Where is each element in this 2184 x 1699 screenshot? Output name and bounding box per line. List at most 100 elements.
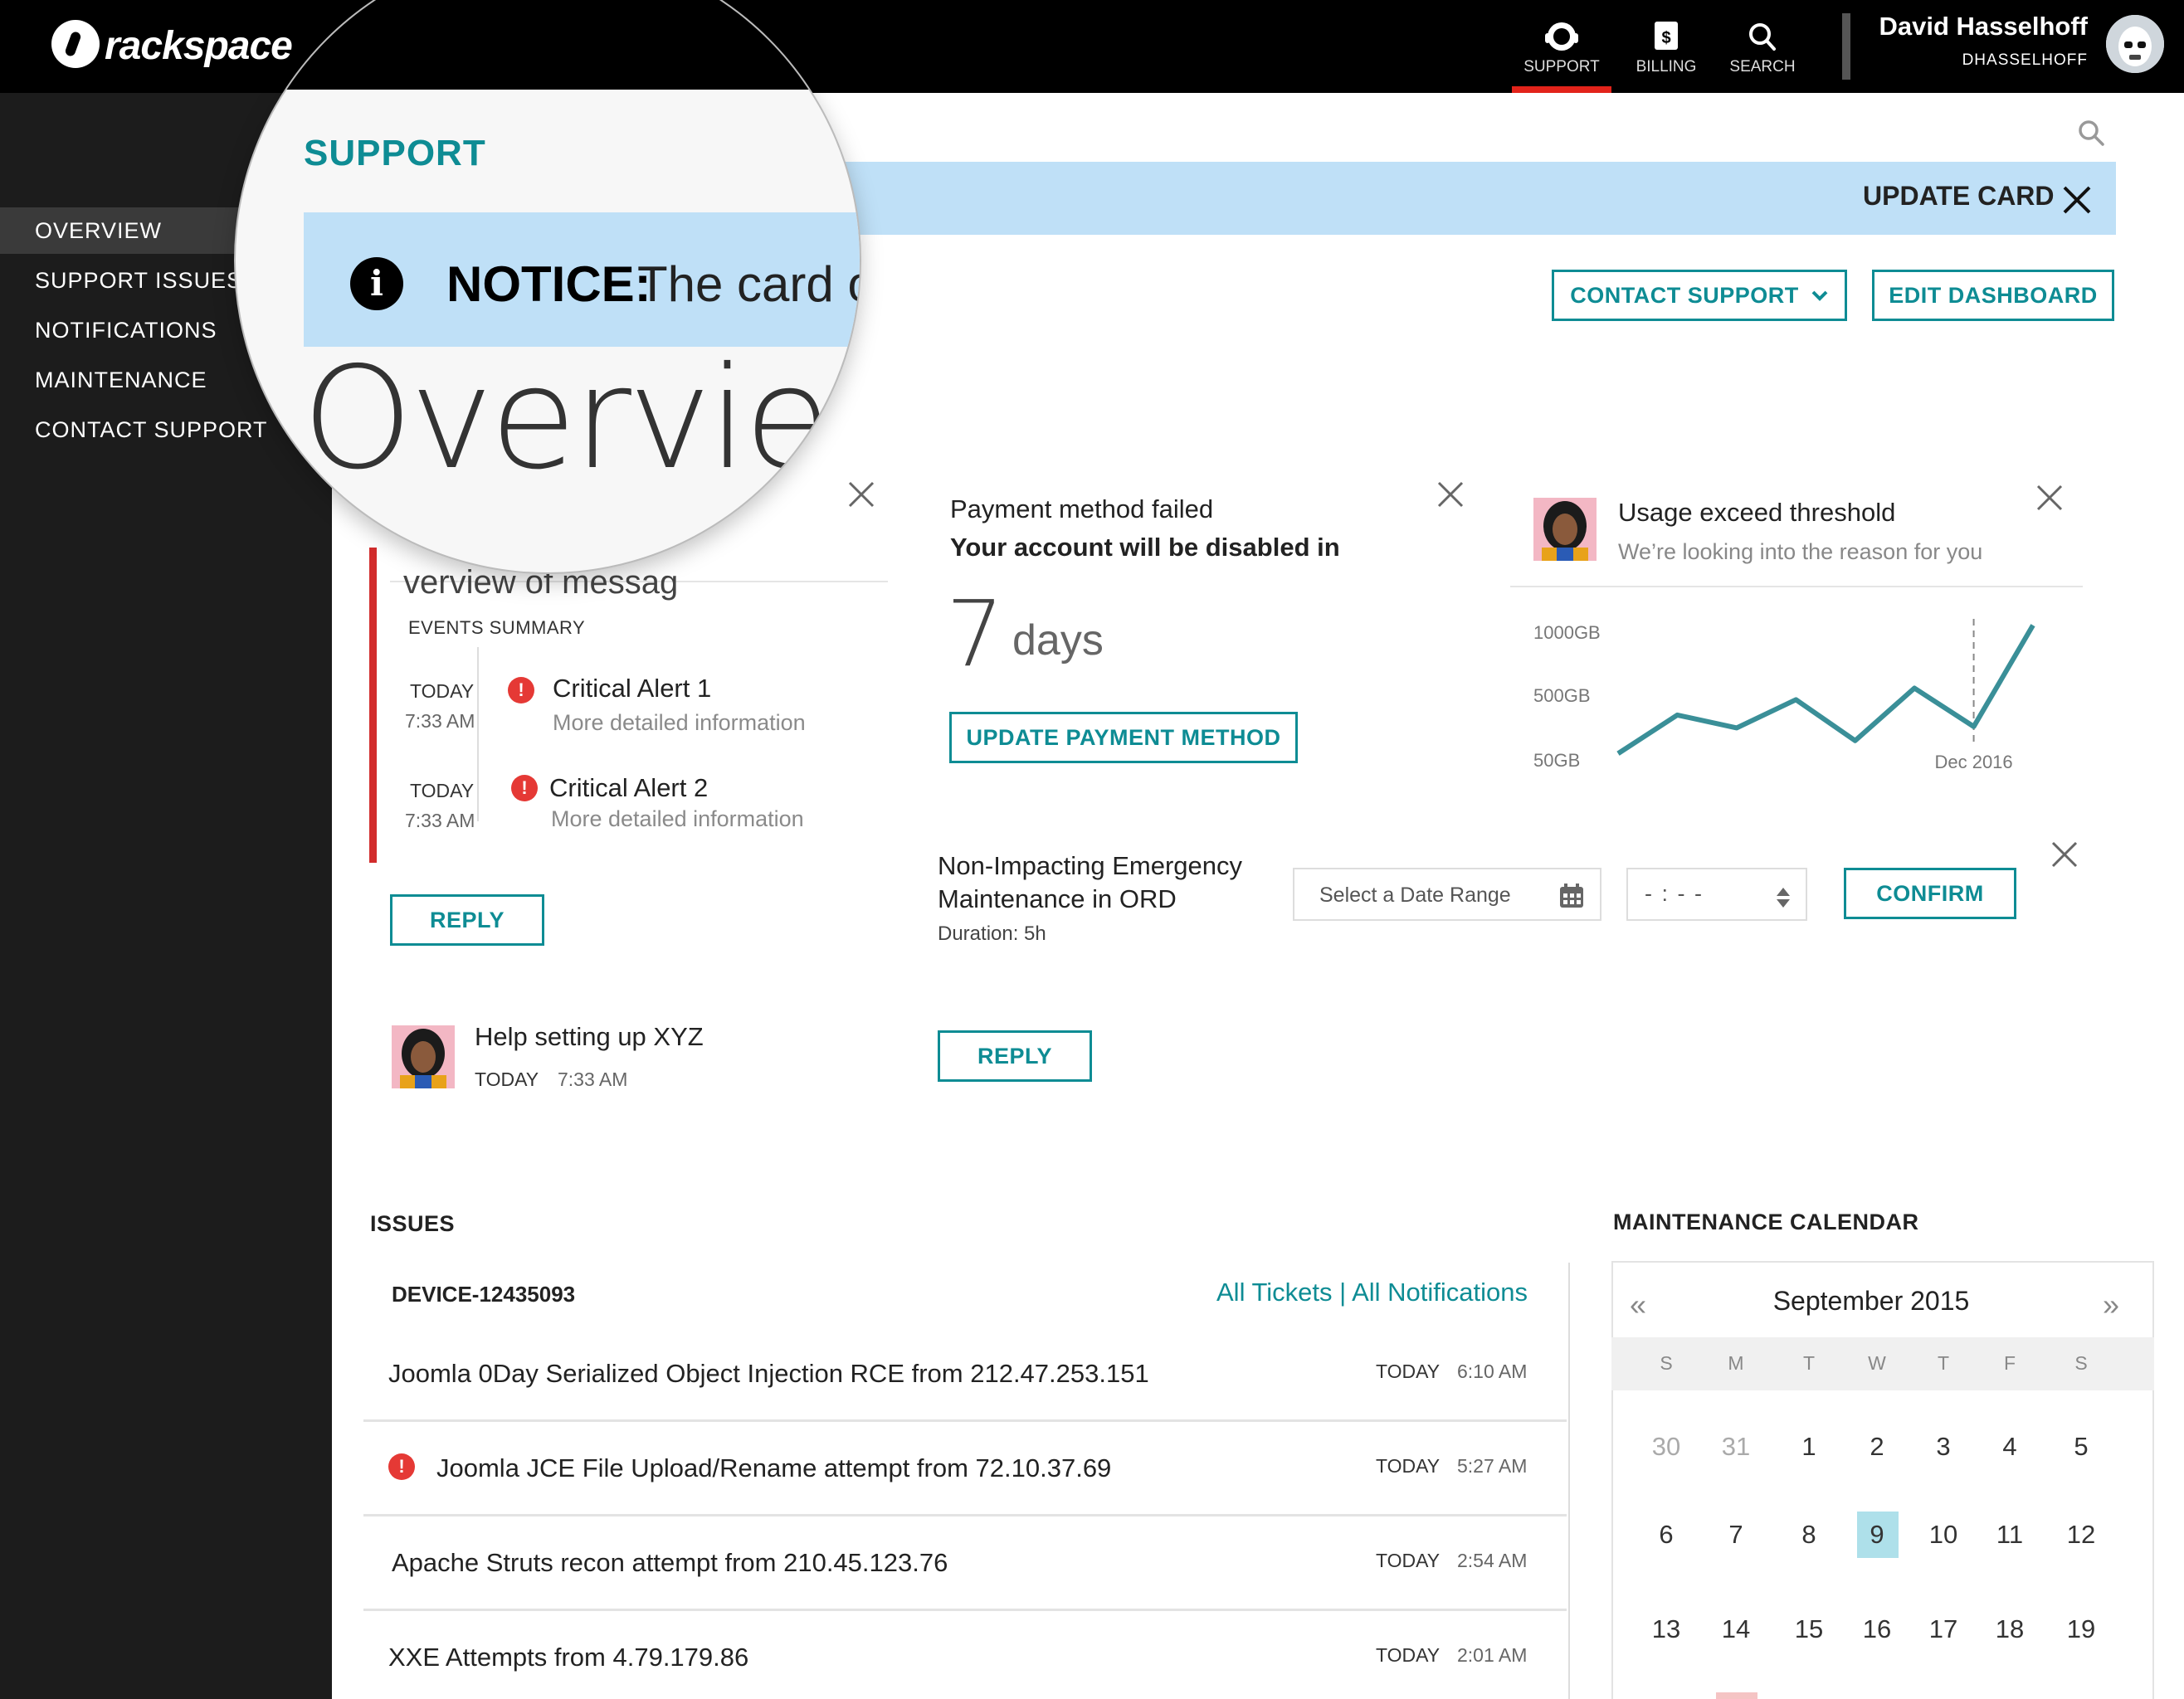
calendar-day[interactable]: 19 xyxy=(2066,1614,2096,1643)
alert-title[interactable]: Critical Alert 2 xyxy=(549,773,709,802)
billing-receipt-icon: $ xyxy=(1655,22,1678,50)
user-name[interactable]: David Hasselhoff xyxy=(1879,12,2088,41)
table-row[interactable]: Joomla 0Day Serialized Object Injection … xyxy=(363,1327,1567,1422)
nav-billing-label: BILLING xyxy=(1636,58,1697,75)
alert-accent-bar xyxy=(369,548,377,863)
x-tick-label: Dec 2016 xyxy=(1934,752,2012,772)
svg-text:$: $ xyxy=(1661,29,1670,47)
issue-day: TODAY xyxy=(1376,1550,1441,1571)
alert-title[interactable]: Critical Alert 1 xyxy=(553,674,712,703)
calendar-day[interactable]: 1 xyxy=(1801,1432,1816,1461)
close-icon[interactable] xyxy=(2060,183,2094,217)
reply-button[interactable]: REPLY xyxy=(390,894,544,946)
close-icon[interactable] xyxy=(1436,480,1465,509)
device-id: DEVICE-12435093 xyxy=(392,1282,576,1307)
close-icon[interactable] xyxy=(2035,483,2065,513)
maintenance-title: Non-Impacting Emergency Maintenance in O… xyxy=(938,851,1242,913)
calendar-day[interactable]: 4 xyxy=(2002,1432,2017,1461)
nav-search[interactable]: SEARCH xyxy=(1713,15,1812,93)
chevron-down-icon xyxy=(1811,290,1828,301)
alert-detail: More detailed information xyxy=(551,806,804,831)
issue-day: TODAY xyxy=(1376,1361,1441,1382)
help-ticket-title[interactable]: Help setting up XYZ xyxy=(475,1022,704,1051)
previous-month-button[interactable]: « xyxy=(1630,1288,1647,1322)
contact-support-label: CONTACT SUPPORT xyxy=(1570,282,1799,308)
calendar-day[interactable]: 7 xyxy=(1728,1520,1743,1549)
contact-support-button[interactable]: CONTACT SUPPORT xyxy=(1552,270,1847,321)
reply-button[interactable]: REPLY xyxy=(938,1030,1092,1082)
table-row[interactable]: Apache Struts recon attempt from 210.45.… xyxy=(363,1516,1567,1611)
calendar-day[interactable]: 17 xyxy=(1928,1614,1958,1643)
weekday-label: T xyxy=(1802,1352,1816,1374)
table-row[interactable]: XXE Attempts from 4.79.179.86 TODAY 2:01… xyxy=(363,1611,1567,1699)
weekday-label: W xyxy=(1868,1352,1886,1374)
nav-billing[interactable]: $ BILLING xyxy=(1616,15,1716,93)
user-handle: DHASSELHOFF xyxy=(1962,51,2088,69)
calendar-day[interactable]: 6 xyxy=(1659,1520,1674,1549)
weekday-label: S xyxy=(1660,1352,1673,1374)
calendar-day[interactable]: 8 xyxy=(1801,1520,1816,1549)
payment-subtitle: Your account will be disabled in xyxy=(950,533,1340,562)
support-headset-icon xyxy=(1545,22,1578,51)
maintenance-duration: Duration: 5h xyxy=(938,923,1046,945)
issue-title: Joomla JCE File Upload/Rename attempt fr… xyxy=(436,1453,1112,1482)
stepper-arrows-icon[interactable] xyxy=(1774,886,1792,909)
sidebar-item-maintenance[interactable]: MAINTENANCE xyxy=(35,368,207,392)
help-ticket-day: TODAY xyxy=(475,1069,539,1090)
calendar-day[interactable]: 12 xyxy=(2066,1520,2096,1549)
next-month-button[interactable]: » xyxy=(2103,1288,2120,1322)
sidebar-item-notifications[interactable]: NOTIFICATIONS xyxy=(35,318,217,343)
timeline-line xyxy=(477,647,479,821)
update-payment-method-button[interactable]: UPDATE PAYMENT METHOD xyxy=(949,712,1298,763)
user-avatar[interactable] xyxy=(2106,15,2164,73)
calendar-day[interactable]: 11 xyxy=(1996,1520,2024,1549)
user-photo-avatar xyxy=(392,1025,455,1088)
confirm-button[interactable]: CONFIRM xyxy=(1844,868,2016,919)
y-tick-label: 1000GB xyxy=(1533,622,1601,643)
update-card-link[interactable]: UPDATE CARD xyxy=(1863,181,2055,211)
issue-time: 2:01 AM xyxy=(1457,1644,1528,1666)
calendar-day[interactable]: 16 xyxy=(1862,1614,1892,1643)
card-divider xyxy=(1510,586,2083,587)
calendar-day[interactable]: 31 xyxy=(1721,1432,1751,1461)
calendar-day[interactable]: 10 xyxy=(1928,1520,1958,1549)
notice-label: NOTICE: xyxy=(446,256,651,312)
issues-heading: ISSUES xyxy=(370,1211,456,1236)
weekday-label: S xyxy=(2074,1352,2088,1374)
edit-dashboard-button[interactable]: EDIT DASHBOARD xyxy=(1872,270,2114,321)
magnified-top-bar xyxy=(236,0,860,90)
rackspace-logo-icon[interactable] xyxy=(51,20,100,68)
calendar-month: September 2015 xyxy=(1772,1286,1970,1316)
stormtrooper-avatar-icon xyxy=(2106,15,2164,73)
calendar-day-selected[interactable]: 9 xyxy=(1870,1520,1884,1549)
issue-day: TODAY xyxy=(1376,1455,1441,1477)
calendar-day[interactable]: 14 xyxy=(1721,1614,1751,1643)
y-tick-label: 50GB xyxy=(1533,750,1580,771)
page-search-icon[interactable] xyxy=(2076,118,2106,148)
issue-title: XXE Attempts from 4.79.179.86 xyxy=(388,1643,749,1672)
tickets-notifications-links[interactable]: All Tickets | All Notifications xyxy=(1216,1278,1528,1307)
close-icon[interactable] xyxy=(846,480,876,509)
active-nav-indicator xyxy=(1512,86,1611,93)
calendar-icon xyxy=(1560,884,1583,908)
weekday-label: F xyxy=(2003,1352,2016,1374)
sidebar-item-support-issues[interactable]: SUPPORT ISSUES xyxy=(35,268,243,293)
calendar-day[interactable]: 18 xyxy=(1995,1614,2025,1643)
time-input[interactable]: - : - - xyxy=(1626,868,1807,921)
calendar-day[interactable]: 30 xyxy=(1651,1432,1681,1461)
calendar-day[interactable]: 2 xyxy=(1870,1432,1884,1461)
calendar-day[interactable]: 15 xyxy=(1794,1614,1824,1643)
calendar-day[interactable]: 5 xyxy=(2074,1432,2089,1461)
date-range-picker[interactable]: Select a Date Range xyxy=(1293,868,1601,921)
nav-support[interactable]: SUPPORT xyxy=(1512,15,1611,93)
alert-day: TODAY xyxy=(410,680,475,702)
table-row[interactable]: ! Joomla JCE File Upload/Rename attempt … xyxy=(363,1422,1567,1516)
calendar-day[interactable]: 3 xyxy=(1936,1432,1951,1461)
weekday-header xyxy=(1611,1337,2154,1390)
sidebar-item-contact-support[interactable]: CONTACT SUPPORT xyxy=(35,417,268,442)
calendar-day[interactable]: 13 xyxy=(1651,1614,1681,1643)
alert-time: 7:33 AM xyxy=(405,810,475,831)
help-ticket-time: 7:33 AM xyxy=(558,1069,628,1090)
close-icon[interactable] xyxy=(2050,840,2079,869)
payment-title: Payment method failed xyxy=(950,494,1214,523)
